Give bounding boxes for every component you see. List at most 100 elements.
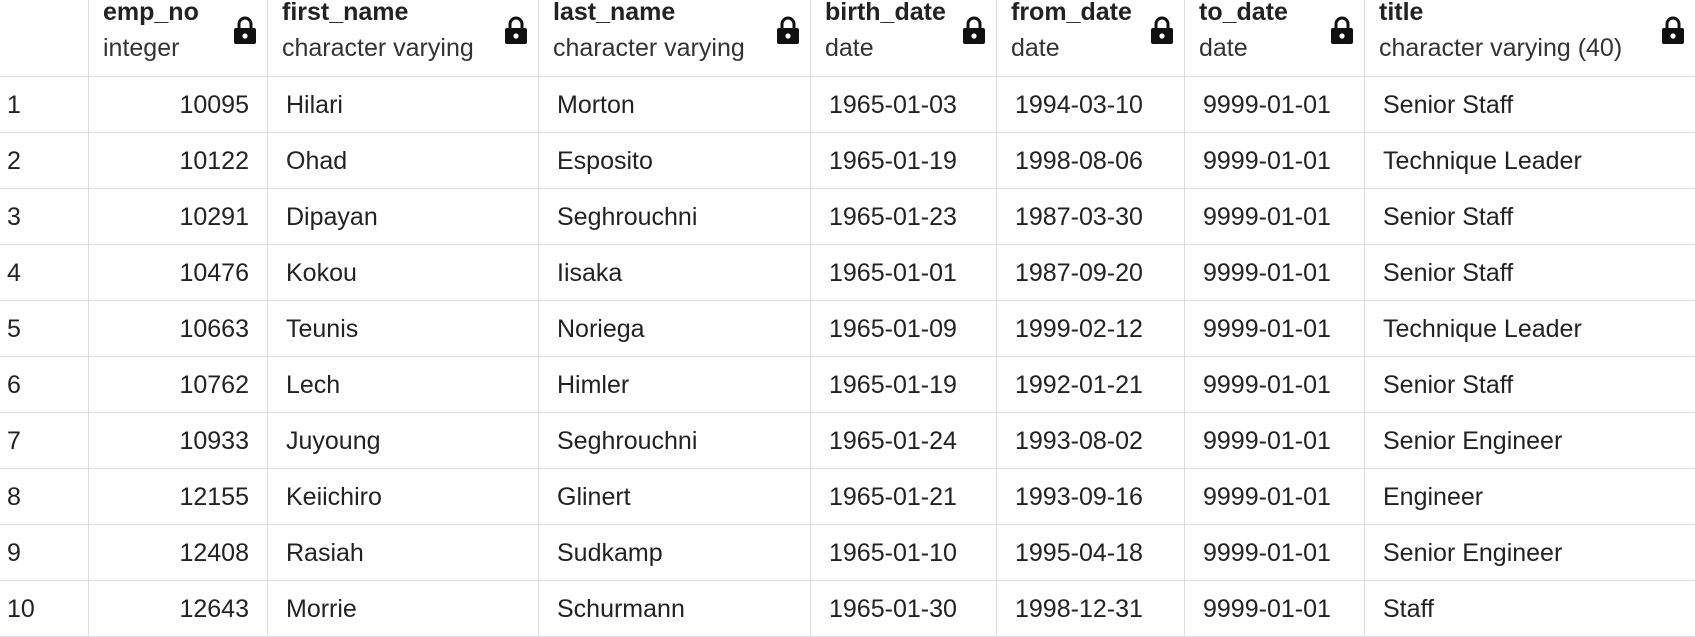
row-number[interactable]: 1 bbox=[0, 77, 89, 133]
cell-emp_no[interactable]: 10095 bbox=[89, 77, 268, 133]
cell-title[interactable]: Senior Engineer bbox=[1365, 413, 1695, 469]
row-number[interactable]: 9 bbox=[0, 525, 89, 581]
lock-icon bbox=[1662, 16, 1684, 44]
row-number[interactable]: 2 bbox=[0, 133, 89, 189]
cell-title[interactable]: Engineer bbox=[1365, 469, 1695, 525]
cell-emp_no[interactable]: 10122 bbox=[89, 133, 268, 189]
column-type: character varying bbox=[553, 34, 745, 62]
cell-emp_no[interactable]: 12155 bbox=[89, 469, 268, 525]
cell-to_date[interactable]: 9999-01-01 bbox=[1185, 581, 1365, 637]
column-header-from_date[interactable]: from_date date bbox=[997, 0, 1185, 77]
cell-from_date[interactable]: 1993-09-16 bbox=[997, 469, 1185, 525]
cell-birth_date[interactable]: 1965-01-30 bbox=[811, 581, 997, 637]
cell-from_date[interactable]: 1999-02-12 bbox=[997, 301, 1185, 357]
row-number[interactable]: 10 bbox=[0, 581, 89, 637]
cell-title[interactable]: Senior Staff bbox=[1365, 77, 1695, 133]
cell-title[interactable]: Senior Staff bbox=[1365, 357, 1695, 413]
cell-to_date[interactable]: 9999-01-01 bbox=[1185, 189, 1365, 245]
column-name: birth_date bbox=[825, 0, 946, 26]
cell-from_date[interactable]: 1987-03-30 bbox=[997, 189, 1185, 245]
cell-last_name[interactable]: Glinert bbox=[539, 469, 811, 525]
column-header-emp_no[interactable]: emp_no integer bbox=[89, 0, 268, 77]
column-type: integer bbox=[103, 34, 180, 62]
cell-to_date[interactable]: 9999-01-01 bbox=[1185, 77, 1365, 133]
column-header-title[interactable]: title character varying (40) bbox=[1365, 0, 1695, 77]
cell-birth_date[interactable]: 1965-01-09 bbox=[811, 301, 997, 357]
cell-emp_no[interactable]: 10933 bbox=[89, 413, 268, 469]
cell-emp_no[interactable]: 10663 bbox=[89, 301, 268, 357]
cell-to_date[interactable]: 9999-01-01 bbox=[1185, 245, 1365, 301]
column-type: date bbox=[825, 34, 874, 62]
cell-first_name[interactable]: Dipayan bbox=[268, 189, 539, 245]
cell-to_date[interactable]: 9999-01-01 bbox=[1185, 525, 1365, 581]
cell-first_name[interactable]: Ohad bbox=[268, 133, 539, 189]
cell-to_date[interactable]: 9999-01-01 bbox=[1185, 413, 1365, 469]
cell-emp_no[interactable]: 12643 bbox=[89, 581, 268, 637]
cell-from_date[interactable]: 1987-09-20 bbox=[997, 245, 1185, 301]
cell-birth_date[interactable]: 1965-01-03 bbox=[811, 77, 997, 133]
row-number[interactable]: 6 bbox=[0, 357, 89, 413]
cell-title[interactable]: Senior Staff bbox=[1365, 189, 1695, 245]
cell-to_date[interactable]: 9999-01-01 bbox=[1185, 469, 1365, 525]
cell-first_name[interactable]: Rasiah bbox=[268, 525, 539, 581]
cell-first_name[interactable]: Kokou bbox=[268, 245, 539, 301]
cell-from_date[interactable]: 1995-04-18 bbox=[997, 525, 1185, 581]
cell-last_name[interactable]: Seghrouchni bbox=[539, 189, 811, 245]
cell-title[interactable]: Staff bbox=[1365, 581, 1695, 637]
cell-from_date[interactable]: 1993-08-02 bbox=[997, 413, 1185, 469]
cell-birth_date[interactable]: 1965-01-10 bbox=[811, 525, 997, 581]
row-number[interactable]: 3 bbox=[0, 189, 89, 245]
column-name: from_date bbox=[1011, 0, 1132, 26]
column-header-first_name[interactable]: first_name character varying bbox=[268, 0, 539, 77]
cell-last_name[interactable]: Schurmann bbox=[539, 581, 811, 637]
cell-first_name[interactable]: Hilari bbox=[268, 77, 539, 133]
column-name: last_name bbox=[553, 0, 676, 26]
cell-birth_date[interactable]: 1965-01-19 bbox=[811, 133, 997, 189]
column-name: title bbox=[1379, 0, 1424, 26]
cell-title[interactable]: Technique Leader bbox=[1365, 133, 1695, 189]
cell-to_date[interactable]: 9999-01-01 bbox=[1185, 133, 1365, 189]
cell-title[interactable]: Senior Engineer bbox=[1365, 525, 1695, 581]
row-number[interactable]: 4 bbox=[0, 245, 89, 301]
cell-from_date[interactable]: 1998-12-31 bbox=[997, 581, 1185, 637]
cell-first_name[interactable]: Juyoung bbox=[268, 413, 539, 469]
cell-from_date[interactable]: 1992-01-21 bbox=[997, 357, 1185, 413]
cell-title[interactable]: Technique Leader bbox=[1365, 301, 1695, 357]
cell-emp_no[interactable]: 10762 bbox=[89, 357, 268, 413]
cell-emp_no[interactable]: 12408 bbox=[89, 525, 268, 581]
cell-emp_no[interactable]: 10476 bbox=[89, 245, 268, 301]
column-header-to_date[interactable]: to_date date bbox=[1185, 0, 1365, 77]
cell-last_name[interactable]: Seghrouchni bbox=[539, 413, 811, 469]
lock-icon bbox=[1331, 16, 1353, 44]
cell-last_name[interactable]: Noriega bbox=[539, 301, 811, 357]
column-name: first_name bbox=[282, 0, 409, 26]
cell-birth_date[interactable]: 1965-01-23 bbox=[811, 189, 997, 245]
cell-first_name[interactable]: Lech bbox=[268, 357, 539, 413]
cell-birth_date[interactable]: 1965-01-01 bbox=[811, 245, 997, 301]
cell-last_name[interactable]: Himler bbox=[539, 357, 811, 413]
cell-emp_no[interactable]: 10291 bbox=[89, 189, 268, 245]
cell-last_name[interactable]: Esposito bbox=[539, 133, 811, 189]
cell-to_date[interactable]: 9999-01-01 bbox=[1185, 301, 1365, 357]
cell-last_name[interactable]: Sudkamp bbox=[539, 525, 811, 581]
cell-from_date[interactable]: 1998-08-06 bbox=[997, 133, 1185, 189]
cell-birth_date[interactable]: 1965-01-24 bbox=[811, 413, 997, 469]
row-number[interactable]: 7 bbox=[0, 413, 89, 469]
cell-title[interactable]: Senior Staff bbox=[1365, 245, 1695, 301]
cell-first_name[interactable]: Teunis bbox=[268, 301, 539, 357]
cell-from_date[interactable]: 1994-03-10 bbox=[997, 77, 1185, 133]
cell-to_date[interactable]: 9999-01-01 bbox=[1185, 357, 1365, 413]
cell-first_name[interactable]: Morrie bbox=[268, 581, 539, 637]
row-number[interactable]: 8 bbox=[0, 469, 89, 525]
column-header-birth_date[interactable]: birth_date date bbox=[811, 0, 997, 77]
grid-corner-header[interactable] bbox=[0, 0, 89, 77]
column-type: character varying (40) bbox=[1379, 34, 1623, 62]
row-number[interactable]: 5 bbox=[0, 301, 89, 357]
cell-first_name[interactable]: Keiichiro bbox=[268, 469, 539, 525]
lock-icon bbox=[234, 16, 256, 44]
cell-last_name[interactable]: Iisaka bbox=[539, 245, 811, 301]
cell-last_name[interactable]: Morton bbox=[539, 77, 811, 133]
column-header-last_name[interactable]: last_name character varying bbox=[539, 0, 811, 77]
cell-birth_date[interactable]: 1965-01-19 bbox=[811, 357, 997, 413]
cell-birth_date[interactable]: 1965-01-21 bbox=[811, 469, 997, 525]
